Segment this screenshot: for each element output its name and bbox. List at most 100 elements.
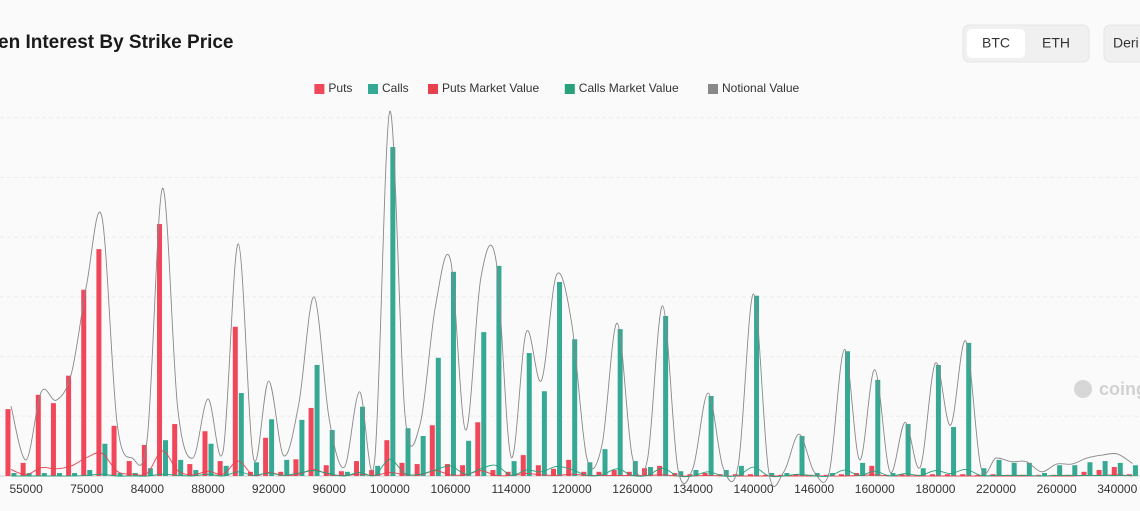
bar xyxy=(1081,471,1087,476)
bar xyxy=(960,474,966,476)
bar xyxy=(587,462,593,476)
bar xyxy=(975,474,981,476)
bar xyxy=(263,437,269,476)
bar xyxy=(414,464,420,476)
x-tick-label: 106000 xyxy=(430,482,470,496)
legend-swatch xyxy=(368,84,378,94)
bar xyxy=(360,406,366,476)
x-tick-label: 96000 xyxy=(313,482,347,496)
bar xyxy=(823,474,829,476)
bar xyxy=(35,394,41,476)
bar xyxy=(253,462,259,476)
bar xyxy=(875,379,881,476)
bar xyxy=(208,443,214,476)
bar xyxy=(1057,465,1063,476)
btc-button[interactable]: BTC xyxy=(982,35,1010,51)
bar xyxy=(869,465,875,476)
bar xyxy=(511,461,517,476)
bar xyxy=(41,473,47,476)
bar xyxy=(860,462,866,476)
bar xyxy=(951,427,957,476)
bar xyxy=(314,364,320,476)
line xyxy=(10,450,1133,477)
watermark-logo xyxy=(1074,380,1092,398)
legend-label: Calls xyxy=(382,81,409,95)
line xyxy=(10,458,1133,478)
legend-label: Puts xyxy=(328,81,352,95)
x-tick-label: 140000 xyxy=(734,482,774,496)
x-tick-label: 340000 xyxy=(1097,482,1137,496)
bar xyxy=(299,419,305,476)
bar xyxy=(466,440,472,476)
bar xyxy=(490,470,496,476)
bar xyxy=(405,428,411,476)
bar xyxy=(617,329,623,476)
x-tick-label: 75000 xyxy=(70,482,104,496)
bar xyxy=(1026,462,1032,476)
x-tick-label: 100000 xyxy=(370,482,410,496)
x-tick-label: 160000 xyxy=(855,482,895,496)
bar xyxy=(390,147,396,477)
bar xyxy=(702,473,708,476)
bar xyxy=(541,391,547,476)
bar xyxy=(844,351,850,476)
bar xyxy=(1111,467,1117,476)
x-tick-label: 55000 xyxy=(9,482,43,496)
bar xyxy=(1072,465,1078,476)
bar xyxy=(5,409,11,476)
x-tick-label: 134000 xyxy=(673,482,713,496)
bar xyxy=(641,468,647,476)
eth-button[interactable]: ETH xyxy=(1042,35,1070,51)
bar xyxy=(66,375,72,476)
x-tick-label: 260000 xyxy=(1037,482,1077,496)
bar xyxy=(344,471,350,476)
x-tick-label: 88000 xyxy=(191,482,225,496)
bar xyxy=(269,419,275,476)
bar xyxy=(202,431,208,476)
bar xyxy=(147,468,153,476)
x-tick-label: 146000 xyxy=(794,482,834,496)
bar xyxy=(778,474,784,476)
bar xyxy=(1035,474,1041,476)
deri-button[interactable]: Deri xyxy=(1113,35,1139,51)
bar xyxy=(323,465,329,476)
bar xyxy=(966,342,972,476)
bar xyxy=(1087,462,1093,476)
bar xyxy=(1132,465,1138,476)
x-tick-label: 84000 xyxy=(131,482,165,496)
bar xyxy=(20,462,26,476)
bar xyxy=(581,471,587,476)
bar xyxy=(308,407,314,476)
bar xyxy=(784,473,790,476)
chart-title: en Interest By Strike Price xyxy=(0,32,234,53)
bar xyxy=(708,396,714,476)
bar xyxy=(338,471,344,476)
bar xyxy=(520,455,526,476)
bar xyxy=(793,474,799,476)
bar xyxy=(1011,462,1017,476)
line xyxy=(10,110,1133,487)
bar xyxy=(157,224,163,476)
bar xyxy=(475,422,481,476)
legend-swatch xyxy=(564,84,575,94)
bar xyxy=(738,465,744,476)
active-button-bg xyxy=(967,29,1025,58)
bar xyxy=(126,461,132,476)
legend-swatch xyxy=(428,84,438,94)
bar xyxy=(141,444,147,476)
deri-button-bg xyxy=(1103,24,1140,63)
bar xyxy=(81,289,87,476)
bar xyxy=(238,393,244,476)
x-tick-label: 126000 xyxy=(612,482,652,496)
x-tick-label: 180000 xyxy=(915,482,955,496)
bar xyxy=(193,470,199,476)
bar xyxy=(678,471,684,476)
bar xyxy=(754,295,760,476)
bar xyxy=(72,473,78,476)
bar xyxy=(117,473,123,476)
bar xyxy=(163,440,169,476)
bar xyxy=(444,464,450,476)
bar xyxy=(96,249,102,476)
bar xyxy=(1041,473,1047,476)
